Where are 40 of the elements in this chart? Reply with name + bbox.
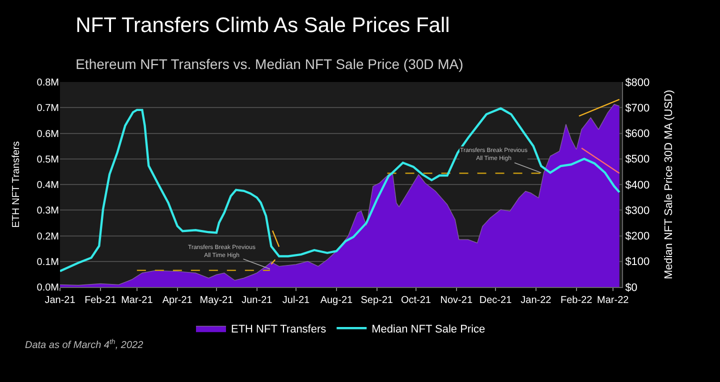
- y-tick-label: 0.7M: [36, 103, 59, 114]
- y-tick-label: 0.6M: [36, 128, 59, 140]
- y-tick-label: 0.1M: [36, 256, 59, 268]
- x-tick-label: Oct-21: [400, 295, 432, 306]
- x-tick-label: Jan-21: [44, 295, 76, 306]
- y-tick-label: 0.5M: [36, 154, 59, 166]
- y2-axis-title: Median NFT Sale Price 30D MA (USD): [662, 90, 675, 280]
- y2-tick-label: $600: [625, 128, 650, 140]
- x-tick-label: Jan-22: [520, 295, 552, 306]
- x-tick-label: Apr-21: [162, 295, 193, 306]
- y-tick-label: 0.3M: [36, 206, 59, 217]
- y2-tick-label: $800: [625, 76, 650, 89]
- y2-tick-label: $200: [625, 230, 650, 243]
- x-tick-label: Feb-22: [560, 295, 593, 306]
- y-tick-label: 0.2M: [36, 231, 59, 242]
- y2-tick-label: $400: [625, 179, 650, 192]
- x-tick-label: Jun-21: [242, 295, 273, 306]
- x-tick-label: Sep-21: [360, 295, 394, 306]
- x-tick-label: May-21: [200, 295, 234, 306]
- x-tick-label: Aug-21: [320, 295, 353, 306]
- chart-subtitle: Ethereum NFT Transfers vs. Median NFT Sale Price (30D MA): [76, 56, 464, 72]
- x-tick-label: Nov-21: [440, 295, 473, 306]
- y2-tick-label: $700: [625, 102, 650, 114]
- x-tick-label: Mar-22: [597, 295, 630, 306]
- text: Data as of March 4$^{th}$, 2022: [25, 338, 144, 352]
- y2-tick-label: $500: [625, 154, 650, 166]
- chart-title: NFT Transfers Climb As Sale Prices Fall: [76, 14, 450, 37]
- x-tick-label: Feb-21: [84, 295, 117, 306]
- legend-label: ETH NFT Transfers: [231, 323, 327, 336]
- y-tick-label: 0.0M: [36, 282, 59, 294]
- y-axis-title: ETH NFT Transfers: [10, 141, 22, 228]
- legend-label: Median NFT Sale Price: [372, 323, 486, 336]
- x-tick-label: Jul-21: [282, 295, 310, 306]
- y-tick-label: 0.4M: [36, 180, 59, 191]
- y-tick-label: 0.8M: [36, 78, 59, 88]
- y2-tick-label: $100: [625, 256, 650, 268]
- y2-tick-label: $300: [625, 204, 650, 217]
- x-tick-label: Dec-21: [479, 295, 512, 306]
- x-tick-label: Mar-21: [121, 295, 154, 306]
- y2-tick-label: $0: [625, 282, 638, 294]
